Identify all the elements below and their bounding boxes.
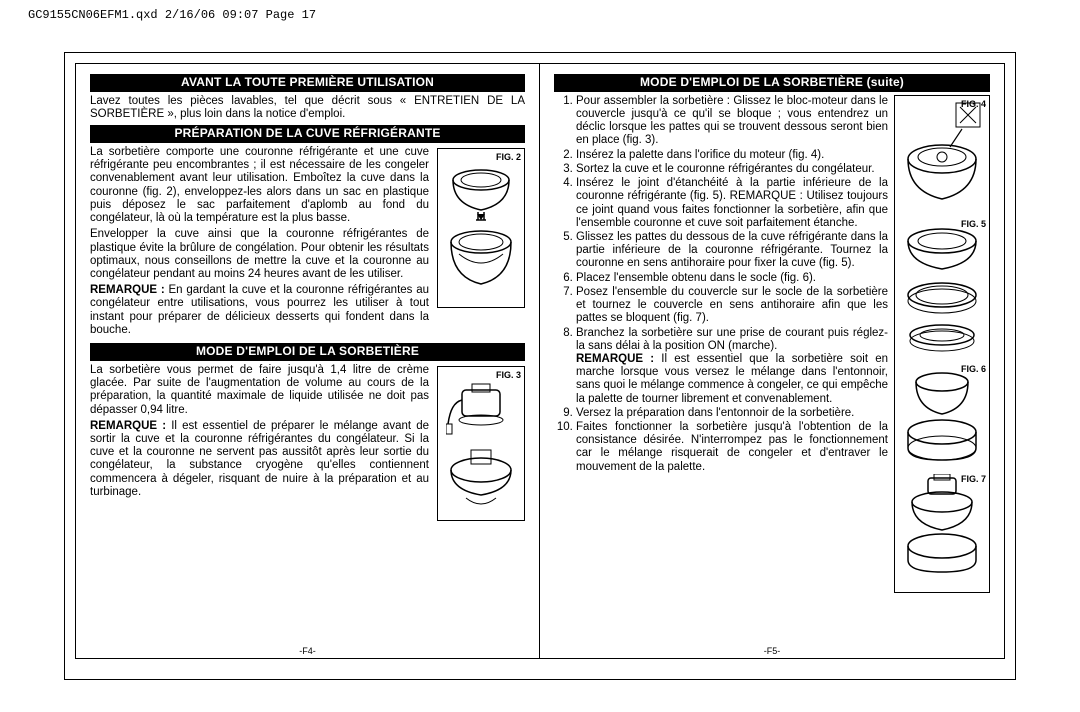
figure-box-2: FIG. 2 bbox=[437, 148, 525, 308]
step-text: Branchez la sorbetière sur une prise de … bbox=[576, 327, 888, 352]
bowl-in-base-icon bbox=[898, 364, 986, 464]
figure-box-5: FIG. 5 bbox=[898, 219, 986, 364]
figure-box-7: FIG. 7 bbox=[898, 474, 986, 584]
source-header: GC9155CN06EFM1.qxd 2/16/06 09:07 Page 17 bbox=[0, 0, 1080, 22]
gasket-ring-icon bbox=[898, 219, 986, 354]
figure-label: FIG. 7 bbox=[961, 474, 986, 484]
page-number: -F4- bbox=[76, 646, 539, 656]
lid-assembly-icon bbox=[446, 440, 516, 510]
figure-label: FIG. 4 bbox=[961, 99, 986, 109]
left-column: AVANT LA TOUTE PREMIÈRE UTILISATION Lave… bbox=[76, 64, 540, 658]
assembled-unit-icon bbox=[898, 474, 986, 574]
figure-label: FIG. 5 bbox=[961, 219, 986, 229]
figure-label: FIG. 3 bbox=[441, 370, 521, 380]
motor-unit-icon bbox=[446, 380, 516, 440]
paddle-insert-icon bbox=[898, 99, 986, 209]
figure-box-4: FIG. 4 bbox=[898, 99, 986, 219]
page-outer-frame: AVANT LA TOUTE PREMIÈRE UTILISATION Lave… bbox=[64, 52, 1016, 680]
remark-label: REMARQUE : bbox=[576, 353, 654, 365]
section-heading: PRÉPARATION DE LA CUVE RÉFRIGÉRANTE bbox=[90, 125, 525, 143]
figure-column: FIG. 4 FIG. 5 bbox=[894, 95, 990, 593]
section-heading: AVANT LA TOUTE PREMIÈRE UTILISATION bbox=[90, 74, 525, 92]
page-number: -F5- bbox=[540, 646, 1004, 656]
figure-box-6: FIG. 6 bbox=[898, 364, 986, 474]
section-heading: MODE D'EMPLOI DE LA SORBETIÈRE bbox=[90, 343, 525, 361]
right-column: MODE D'EMPLOI DE LA SORBETIÈRE (suite) F… bbox=[540, 64, 1004, 658]
figure-label: FIG. 6 bbox=[961, 364, 986, 374]
figure-box-3: FIG. 3 bbox=[437, 366, 525, 521]
remark-label: REMARQUE : bbox=[90, 420, 166, 432]
page-inner-frame: AVANT LA TOUTE PREMIÈRE UTILISATION Lave… bbox=[75, 63, 1005, 659]
bowl-top-icon bbox=[446, 162, 516, 222]
bowl-bottom-icon bbox=[446, 222, 516, 292]
remark-label: REMARQUE : bbox=[90, 284, 165, 296]
paragraph: Lavez toutes les pièces lavables, tel qu… bbox=[90, 95, 525, 121]
figure-label: FIG. 2 bbox=[441, 152, 521, 162]
section-heading: MODE D'EMPLOI DE LA SORBETIÈRE (suite) bbox=[554, 74, 990, 92]
